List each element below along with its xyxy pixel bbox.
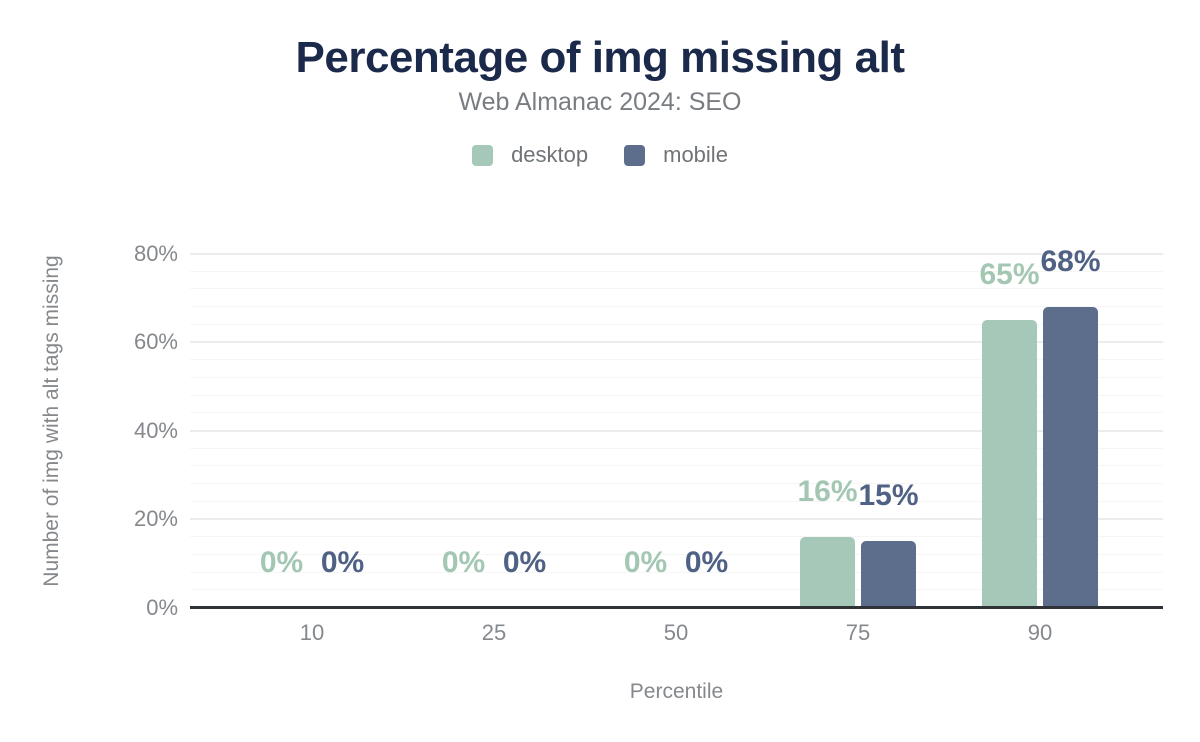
gridline-minor: [190, 589, 1163, 591]
gridline-minor: [190, 553, 1163, 555]
gridline-minor: [190, 500, 1163, 502]
bar-label-desktop-90: 65%: [979, 257, 1040, 291]
x-tick-label: 25: [481, 619, 507, 645]
gridline-minor: [190, 288, 1163, 290]
legend-item-desktop: desktop: [472, 142, 588, 168]
bar-mobile-75: [861, 541, 916, 608]
legend: desktop mobile: [0, 142, 1200, 168]
bar-mobile-90: [1043, 306, 1098, 608]
gridline-major: [190, 252, 1163, 255]
chart-subtitle: Web Almanac 2024: SEO: [458, 88, 742, 116]
legend-item-mobile: mobile: [624, 142, 728, 168]
gridline-minor: [190, 412, 1163, 414]
gridline-minor: [190, 536, 1163, 538]
legend-swatch-desktop: [472, 144, 494, 166]
x-tick-label: 50: [663, 619, 689, 645]
bar-desktop-75: [800, 536, 855, 608]
y-tick-label: 0%: [146, 594, 178, 620]
y-tick-label: 40%: [133, 417, 178, 443]
gridline-minor: [190, 483, 1163, 485]
legend-label-desktop: desktop: [511, 142, 589, 167]
bar-label-mobile-10: 0%: [320, 545, 365, 579]
legend-label-mobile: mobile: [663, 142, 728, 167]
chart-title: Percentage of img missing alt: [295, 33, 906, 82]
x-tick-label: 90: [1027, 619, 1053, 645]
gridline-minor: [190, 323, 1163, 325]
gridline-minor: [190, 359, 1163, 361]
gridline-minor: [190, 306, 1163, 308]
gridline-minor: [190, 394, 1163, 396]
legend-swatch-mobile: [624, 144, 646, 166]
x-axis-title: Percentile: [629, 680, 724, 703]
bar-label-mobile-90: 68%: [1040, 244, 1101, 278]
bar-label-mobile-50: 0%: [684, 545, 729, 579]
bar-label-desktop-25: 0%: [441, 545, 486, 579]
x-tick-label: 75: [845, 619, 871, 645]
bar-label-mobile-25: 0%: [502, 545, 547, 579]
y-tick-label: 60%: [133, 329, 178, 354]
bar-label-mobile-75: 15%: [858, 479, 919, 513]
y-tick-label: 80%: [133, 240, 178, 266]
bar-label-desktop-10: 0%: [259, 545, 304, 579]
gridline-minor: [190, 447, 1163, 449]
gridline-major: [190, 429, 1163, 432]
gridline-major: [190, 518, 1163, 520]
x-axis-line: [190, 606, 1163, 609]
bar-label-desktop-50: 0%: [623, 545, 668, 579]
bar-label-desktop-75: 16%: [797, 474, 858, 508]
gridline-minor: [190, 465, 1163, 467]
gridline-minor: [190, 376, 1163, 378]
bar-desktop-90: [982, 319, 1037, 608]
gridline-major: [190, 341, 1163, 343]
gridline-minor: [190, 571, 1163, 573]
gridline-minor: [190, 270, 1163, 272]
x-tick-label: 10: [299, 619, 325, 645]
y-tick-label: 20%: [133, 506, 178, 531]
